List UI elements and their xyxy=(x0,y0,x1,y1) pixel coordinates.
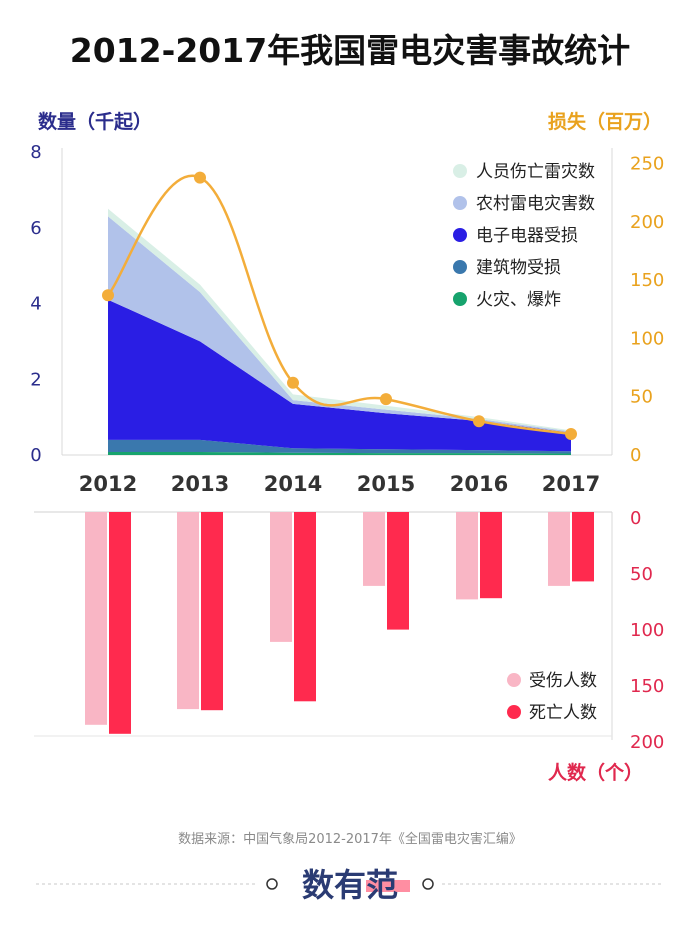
bar-deaths-2012 xyxy=(109,512,131,734)
bottom-axis-title: 人数（个） xyxy=(548,761,643,784)
tick-label-group: 0 2 4 6 8 0 50 100 150 200 250 0 50 100 150 200 2012 2013… xyxy=(30,142,664,753)
area-legend-label: 电子电器受损 xyxy=(476,226,578,246)
x-tick-label-2017: 2017 xyxy=(542,472,600,496)
right-tick-label: 100 xyxy=(630,329,664,350)
left-tick-label: 4 xyxy=(30,294,41,315)
loss-line-group xyxy=(102,171,577,440)
bar-legend-swatch xyxy=(507,705,521,719)
area-legend-swatch xyxy=(453,196,467,210)
right-tick-label: 50 xyxy=(630,387,653,408)
bar-group xyxy=(85,512,594,734)
loss-point-2016 xyxy=(473,415,485,428)
bar-injured-2013 xyxy=(177,512,199,710)
bar-deaths-2017 xyxy=(572,512,594,582)
stacked-area-group xyxy=(108,208,571,455)
bar-deaths-2015 xyxy=(387,512,409,630)
area-legend-label: 火灾、爆炸 xyxy=(476,290,561,310)
bottom-tick-label: 50 xyxy=(630,564,653,585)
bar-injured-2015 xyxy=(363,512,385,586)
left-tick-label: 0 xyxy=(30,445,41,466)
area-legend-label: 农村雷电灾害数 xyxy=(476,194,595,214)
bar-injured-2016 xyxy=(456,512,478,600)
loss-point-2015 xyxy=(380,393,392,406)
right-axis-title: 损失（百万） xyxy=(548,110,662,133)
left-tick-label: 2 xyxy=(30,369,41,390)
right-tick-label: 0 xyxy=(630,445,641,466)
bar-injured-2012 xyxy=(85,512,107,725)
area-series-0 xyxy=(108,452,571,455)
left-tick-label: 6 xyxy=(30,218,41,239)
bar-legend-label: 死亡人数 xyxy=(529,703,597,723)
bar-legend-swatch xyxy=(507,673,521,687)
left-tick-label: 8 xyxy=(30,142,41,163)
footer-dot-right xyxy=(422,878,434,890)
loss-point-2013 xyxy=(194,171,206,184)
area-series-2 xyxy=(108,299,571,452)
x-tick-label-2014: 2014 xyxy=(264,472,322,496)
footer-dot-left xyxy=(266,878,278,890)
bottom-tick-label: 100 xyxy=(630,620,664,641)
area-legend-swatch xyxy=(453,260,467,274)
brand-logo: 数有范 xyxy=(302,866,398,904)
area-legend-swatch xyxy=(453,228,467,242)
right-tick-label: 200 xyxy=(630,212,664,233)
loss-point-2012 xyxy=(102,289,114,302)
area-series-3 xyxy=(108,216,571,433)
bar-legend-label: 受伤人数 xyxy=(529,671,597,691)
brand-accent-mark xyxy=(366,880,410,892)
bar-deaths-2016 xyxy=(480,512,502,599)
right-tick-label: 250 xyxy=(630,154,664,175)
bar-deaths-2014 xyxy=(294,512,316,702)
bar-deaths-2013 xyxy=(201,512,223,711)
x-tick-label-2015: 2015 xyxy=(357,472,415,496)
x-tick-label-2012: 2012 xyxy=(79,472,137,496)
bar-injured-2014 xyxy=(270,512,292,642)
source-note: 数据来源：中国气象局2012-2017年《全国雷电灾害汇编》 xyxy=(178,831,522,847)
area-series-1 xyxy=(108,439,571,454)
right-tick-label: 150 xyxy=(630,270,664,291)
x-tick-label-2013: 2013 xyxy=(171,472,229,496)
area-legend-swatch xyxy=(453,292,467,306)
loss-point-2014 xyxy=(287,376,299,389)
area-legend-label: 人员伤亡雷灾数 xyxy=(476,162,595,182)
bar-injured-2017 xyxy=(548,512,570,586)
bottom-tick-label: 200 xyxy=(630,732,664,753)
x-tick-label-2016: 2016 xyxy=(450,472,508,496)
bottom-tick-label: 150 xyxy=(630,676,664,697)
left-axis-title: 数量（千起） xyxy=(38,110,152,133)
area-legend-label: 建筑物受损 xyxy=(476,258,561,278)
loss-point-2017 xyxy=(565,428,577,440)
chart-title: 2012-2017年我国雷电灾害事故统计 xyxy=(70,31,630,70)
area-legend-swatch xyxy=(453,164,467,178)
bottom-tick-label: 0 xyxy=(630,508,641,529)
